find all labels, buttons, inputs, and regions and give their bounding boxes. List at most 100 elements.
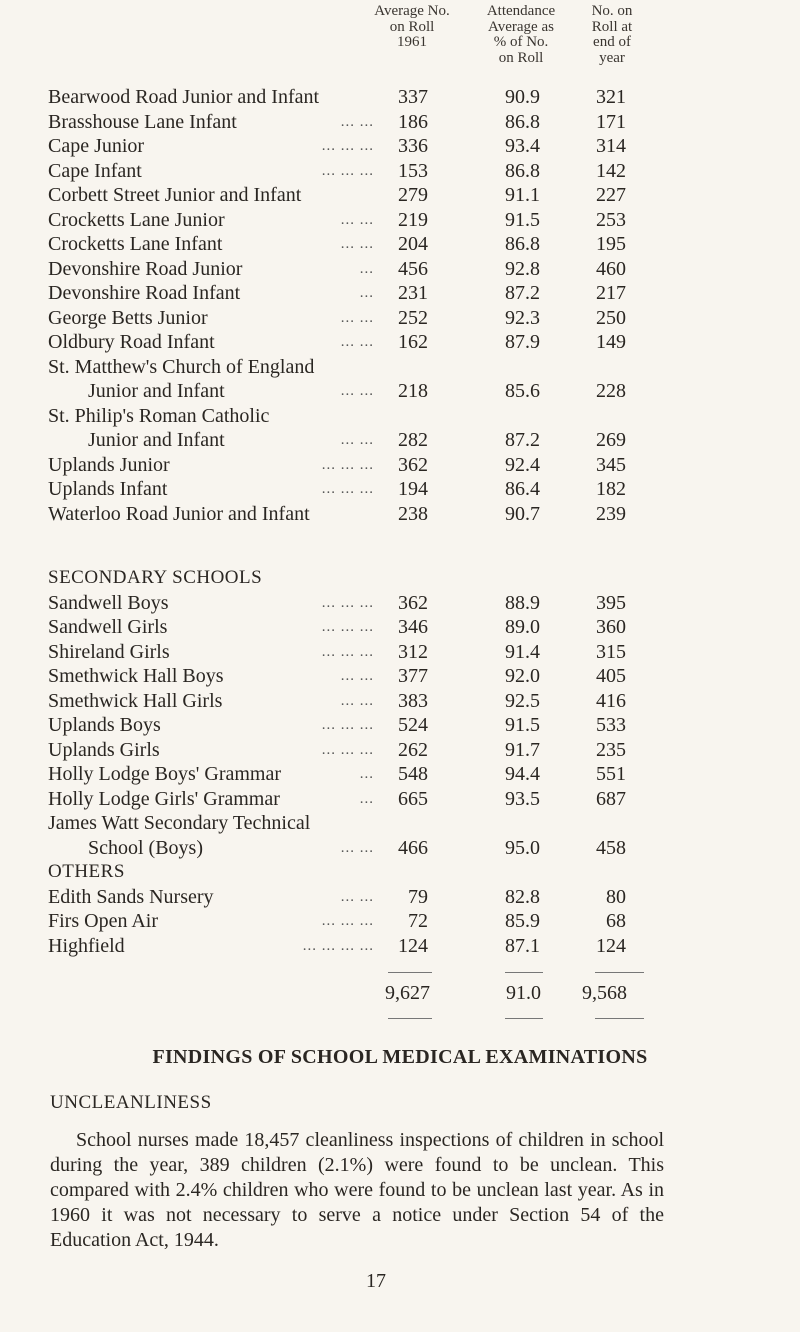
avg-roll-cell: 218 xyxy=(398,380,428,402)
table-row: St. Philip's Roman Catholic xyxy=(0,404,800,429)
dot-leader: ... xyxy=(359,766,374,782)
table-row: Smethwick Hall Girls ... ... 383 92.5 416 xyxy=(0,689,800,714)
school-name-cell: Uplands Junior ... ... ... xyxy=(48,453,374,478)
attendance-cell: 92.4 xyxy=(505,453,540,476)
school-name-cell: Smethwick Hall Girls ... ... xyxy=(48,689,374,714)
table-row: Oldbury Road Infant ... ... 162 87.9 149 xyxy=(0,330,800,355)
end-roll-cell: 395 xyxy=(596,591,626,614)
table-row: Crocketts Lane Junior ... ... 219 91.5 253 xyxy=(0,208,800,233)
table-row: George Betts Junior ... ... 252 92.3 250 xyxy=(0,306,800,331)
school-name: Crocketts Lane Infant xyxy=(48,233,223,255)
school-name: St. Philip's Roman Catholic xyxy=(48,404,270,427)
avg-roll-cell: 312 xyxy=(398,640,428,663)
table-row: Uplands Girls ... ... ... 262 91.7 235 xyxy=(0,738,800,763)
header-line: Average as xyxy=(488,18,554,35)
school-name: Uplands Girls xyxy=(48,738,160,761)
school-name: Corbett Street Junior and Infant xyxy=(48,184,302,206)
end-roll-cell: 458 xyxy=(596,836,626,859)
school-name: Uplands Junior xyxy=(48,453,170,476)
dot-leader: ... ... xyxy=(340,839,374,856)
school-name-cell: James Watt Secondary Technical xyxy=(48,811,374,836)
section-heading: SECONDARY SCHOOLS xyxy=(0,566,800,591)
school-name: Bearwood Road Junior and Infant xyxy=(48,86,320,108)
attendance-cell: 82.8 xyxy=(505,885,540,908)
subheading: UNCLEANLINESS xyxy=(50,1092,212,1113)
end-roll-cell: 314 xyxy=(596,135,626,157)
end-roll-cell: 228 xyxy=(596,380,626,402)
dot-leader: ... ... ... xyxy=(321,913,374,929)
dot-leader: ... ... xyxy=(340,309,374,326)
end-roll-cell: 416 xyxy=(596,689,626,712)
school-name-cell: Oldbury Road Infant ... ... xyxy=(48,330,374,355)
spacer xyxy=(0,526,800,566)
school-name-cell: Junior and Infant ... ... xyxy=(88,428,374,453)
table-row: Junior and Infant ... ... 282 87.2 269 xyxy=(0,428,800,453)
school-name-cell: Brasshouse Lane Infant ... ... xyxy=(48,110,374,135)
end-roll-cell: 68 xyxy=(606,910,626,932)
school-name-cell: Cape Junior ... ... ... xyxy=(48,134,374,159)
school-name-cell: Cape Infant ... ... ... xyxy=(48,159,374,184)
avg-roll-cell: 346 xyxy=(398,616,428,638)
attendance-cell: 91.5 xyxy=(505,208,540,231)
dot-leader: ... ... ... xyxy=(321,717,374,733)
school-name: Sandwell Girls xyxy=(48,616,168,638)
attendance-cell: 93.4 xyxy=(505,135,540,157)
header-line: % of No. xyxy=(493,34,549,50)
end-roll-cell: 321 xyxy=(596,86,626,108)
school-name-cell: Edith Sands Nursery ... ... xyxy=(48,885,374,910)
dot-leader: ... ... xyxy=(340,113,374,130)
school-name: Devonshire Road Junior xyxy=(48,257,243,280)
end-roll-cell: 124 xyxy=(596,934,626,957)
end-roll-cell: 239 xyxy=(596,502,626,525)
school-name-cell: Devonshire Road Junior... xyxy=(48,257,374,282)
school-name: Edith Sands Nursery xyxy=(48,885,214,908)
school-name-cell: Crocketts Lane Junior ... ... xyxy=(48,208,374,233)
end-roll-cell: 171 xyxy=(596,110,626,133)
table-row: Devonshire Road Infant... 231 87.2 217 xyxy=(0,281,800,306)
attendance-cell: 92.5 xyxy=(505,689,540,712)
school-name: Smethwick Hall Girls xyxy=(48,689,223,712)
header-line: No. on xyxy=(591,3,633,19)
avg-roll-cell: 362 xyxy=(398,591,428,614)
school-name: Holly Lodge Boys' Grammar xyxy=(48,763,282,785)
dot-leader: ... xyxy=(359,260,374,277)
school-name-cell: Bearwood Road Junior and Infant xyxy=(48,85,374,110)
avg-roll-cell: 262 xyxy=(398,738,428,761)
table-row: Sandwell Girls ... ... ... 346 89.0 360 xyxy=(0,615,800,640)
table-row: Uplands Boys ... ... ... 524 91.5 533 xyxy=(0,713,800,738)
school-name: School (Boys) xyxy=(88,836,203,859)
attendance-cell: 91.7 xyxy=(505,738,540,761)
end-roll-cell: 80 xyxy=(606,885,626,908)
end-roll-cell: 217 xyxy=(596,282,626,304)
avg-roll-cell: 282 xyxy=(398,429,428,451)
dot-leader: ... ... ... xyxy=(321,619,374,635)
school-name: Junior and Infant xyxy=(88,429,225,451)
avg-roll-cell: 337 xyxy=(398,86,428,108)
header-line: 1961 xyxy=(397,34,427,50)
dot-leader: ... ... xyxy=(340,211,374,228)
attendance-cell: 87.1 xyxy=(505,934,540,957)
school-name-cell: Crocketts Lane Infant ... ... xyxy=(48,232,374,257)
header-line: end of xyxy=(593,34,631,50)
dot-leader: ... ... ... xyxy=(321,162,374,179)
dot-leader: ... ... xyxy=(340,236,374,252)
attendance-cell: 89.0 xyxy=(505,616,540,638)
table-row: School (Boys) ... ... 466 95.0 458 xyxy=(0,836,800,861)
school-name: Cape Infant xyxy=(48,159,142,182)
avg-roll-cell: 72 xyxy=(408,910,428,932)
end-roll-cell: 360 xyxy=(596,616,626,638)
school-name: Uplands Infant xyxy=(48,478,168,500)
school-name-cell: School (Boys) ... ... xyxy=(88,836,374,861)
avg-roll-cell: 362 xyxy=(398,453,428,476)
page-number: 17 xyxy=(366,1270,386,1292)
dot-leader: ... ... ... xyxy=(321,741,374,758)
school-name-cell: Uplands Girls ... ... ... xyxy=(48,738,374,763)
dot-leader: ... ... ... xyxy=(321,594,374,611)
attendance-cell: 92.3 xyxy=(505,306,540,329)
attendance-cell: 86.8 xyxy=(505,233,540,255)
end-roll-cell: 460 xyxy=(596,257,626,280)
divider xyxy=(505,1018,543,1019)
header-line: on Roll xyxy=(389,18,435,35)
table-row: Junior and Infant ... ... 218 85.6 228 xyxy=(0,379,800,404)
dot-leader: ... ... ... xyxy=(321,481,374,497)
